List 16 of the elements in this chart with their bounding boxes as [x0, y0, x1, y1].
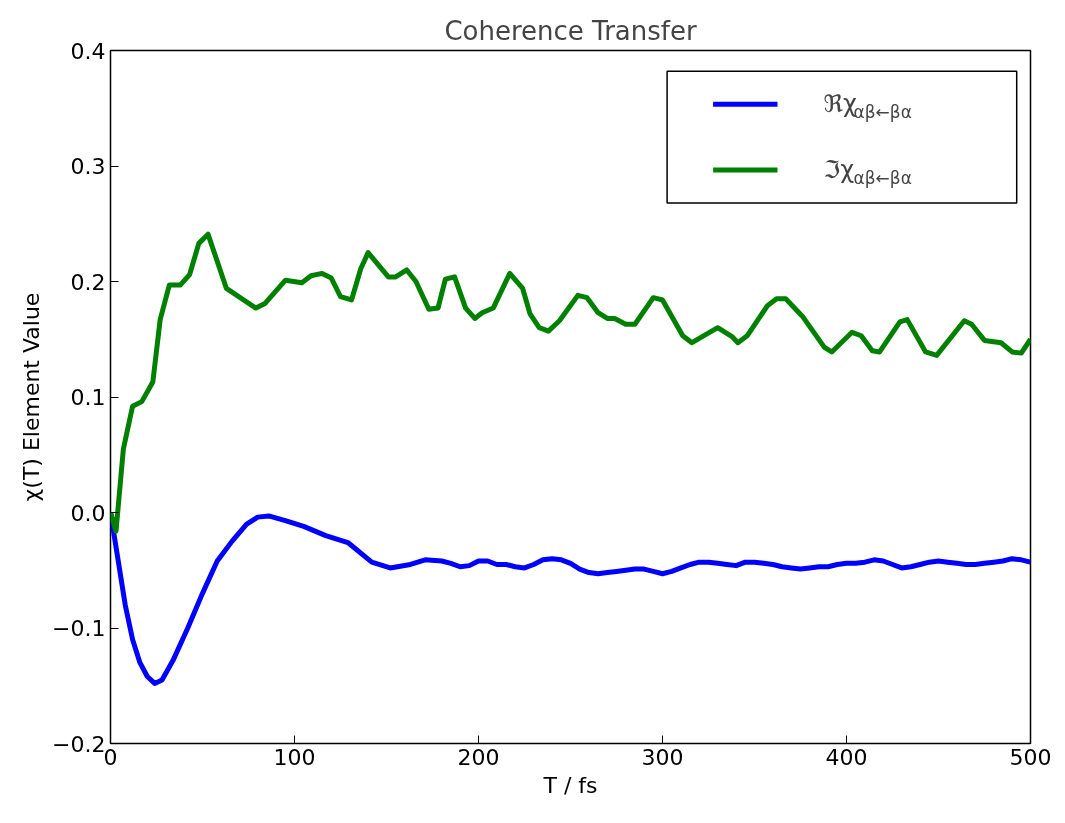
x-tick-label: 100 [273, 744, 316, 770]
y-tick-label: 0.1 [70, 385, 106, 410]
y-tick-label: 0.0 [70, 500, 106, 526]
x-tick-label: 200 [457, 744, 500, 770]
y-tick-label: 0.4 [70, 38, 106, 64]
x-tick-label: 500 [1009, 744, 1052, 770]
x-tick-label: 300 [641, 744, 684, 770]
y-tick-label: 0.3 [70, 154, 106, 179]
x-axis-title: T / fs [542, 772, 598, 798]
x-tick-label: 400 [825, 744, 868, 770]
y-tick-label: 0.2 [70, 269, 106, 295]
chart-title: Coherence Transfer [444, 15, 697, 46]
y-tick-label: −0.2 [52, 731, 106, 757]
y-axis-title: χ(T) Element Value [19, 292, 45, 502]
x-tick-label: 0 [103, 744, 118, 770]
y-tick-label: −0.1 [52, 616, 106, 641]
